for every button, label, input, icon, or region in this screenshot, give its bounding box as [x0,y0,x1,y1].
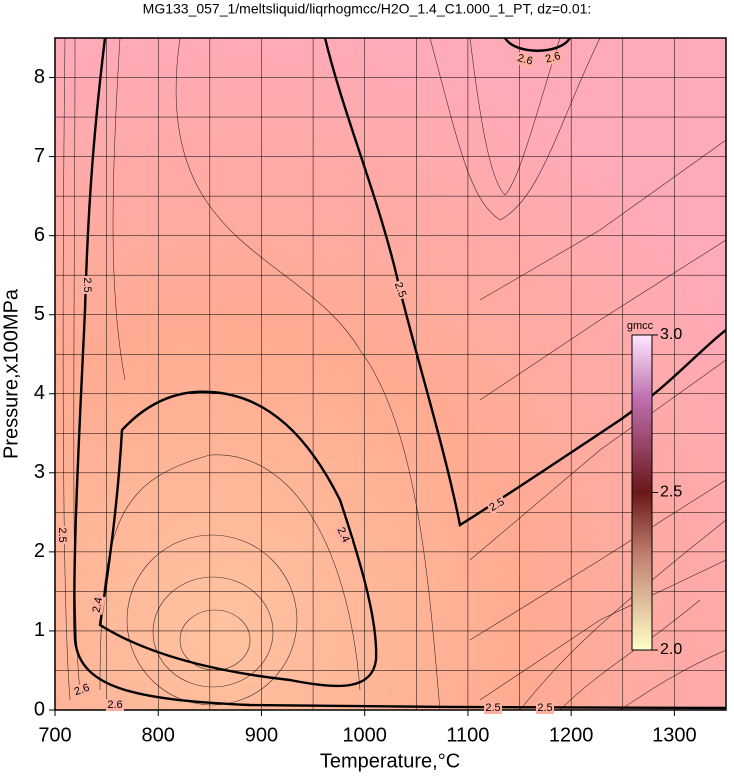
contour-line [152,576,274,688]
y-tick-label: 6 [34,224,45,246]
colorbar-tick-label: 2.5 [660,484,682,501]
contour-label-bg [514,51,536,69]
contour-label-bg [486,495,508,515]
contour-label-bg [81,276,93,294]
contour-label: 2.5 [485,702,500,714]
contour-label: 2.5 [56,527,68,542]
y-tick-label: 1 [34,619,45,641]
x-tick-label: 900 [245,724,278,746]
colorbar-label: gmcc [627,320,654,332]
x-axis-label: Temperature,°C [320,750,460,772]
y-tick-label: 0 [34,698,45,720]
contour-label-bg [536,702,554,714]
chart-title: MG133_057_1/meltsliquid/liqrhogmcc/H2O_1… [143,1,592,17]
x-tick-label: 1100 [446,724,489,746]
x-tick-label: 1000 [342,724,387,746]
contour-label-bg [56,526,68,544]
x-tick-label: 1200 [549,724,594,746]
contour-label: 2.6 [544,50,562,66]
x-tick-label: 800 [142,724,175,746]
x-tick-label: 700 [38,724,71,746]
y-tick-label: 2 [34,540,45,562]
contour-line [73,38,726,710]
y-tick-label: 8 [34,66,45,88]
contour-label-bg [542,49,564,67]
contour-label-bg [106,699,124,711]
y-tick-label: 5 [34,303,45,325]
y-tick-label: 7 [34,145,45,167]
contour-line [62,38,441,710]
contour-label: 2.6 [73,682,91,699]
contour-line [503,38,572,52]
contour-line [126,534,298,706]
y-tick-label: 4 [34,382,45,404]
contour-label: 2.5 [81,277,93,292]
contour-label: 2.5 [392,281,409,299]
contour-label: 2.6 [516,52,534,68]
contour-label: 2.6 [107,699,122,711]
colorbar [631,334,653,651]
x-tick-label: 1300 [652,724,697,746]
y-tick-label: 3 [34,461,45,483]
contour-line [519,519,726,710]
contour-line [179,609,251,671]
colorbar-tick-label: 2.0 [660,641,682,658]
contour-label: 2.4 [334,525,351,544]
contour-label-bg [90,595,106,615]
plot-area [55,38,726,710]
contour-label: 2.5 [537,702,552,714]
colorbar-tick-label: 3.0 [660,326,682,343]
contour-label: 2.4 [91,596,105,613]
contour-line [429,38,726,701]
contour-label-bg [391,279,409,301]
contour-label-bg [484,702,502,714]
y-axis-label: Pressure,x100MPa [0,288,22,459]
contour-line [98,390,378,688]
plot-frame [54,37,727,711]
contours [62,38,726,710]
contour-label-bg [333,524,353,546]
contour-label-bg [71,681,93,699]
